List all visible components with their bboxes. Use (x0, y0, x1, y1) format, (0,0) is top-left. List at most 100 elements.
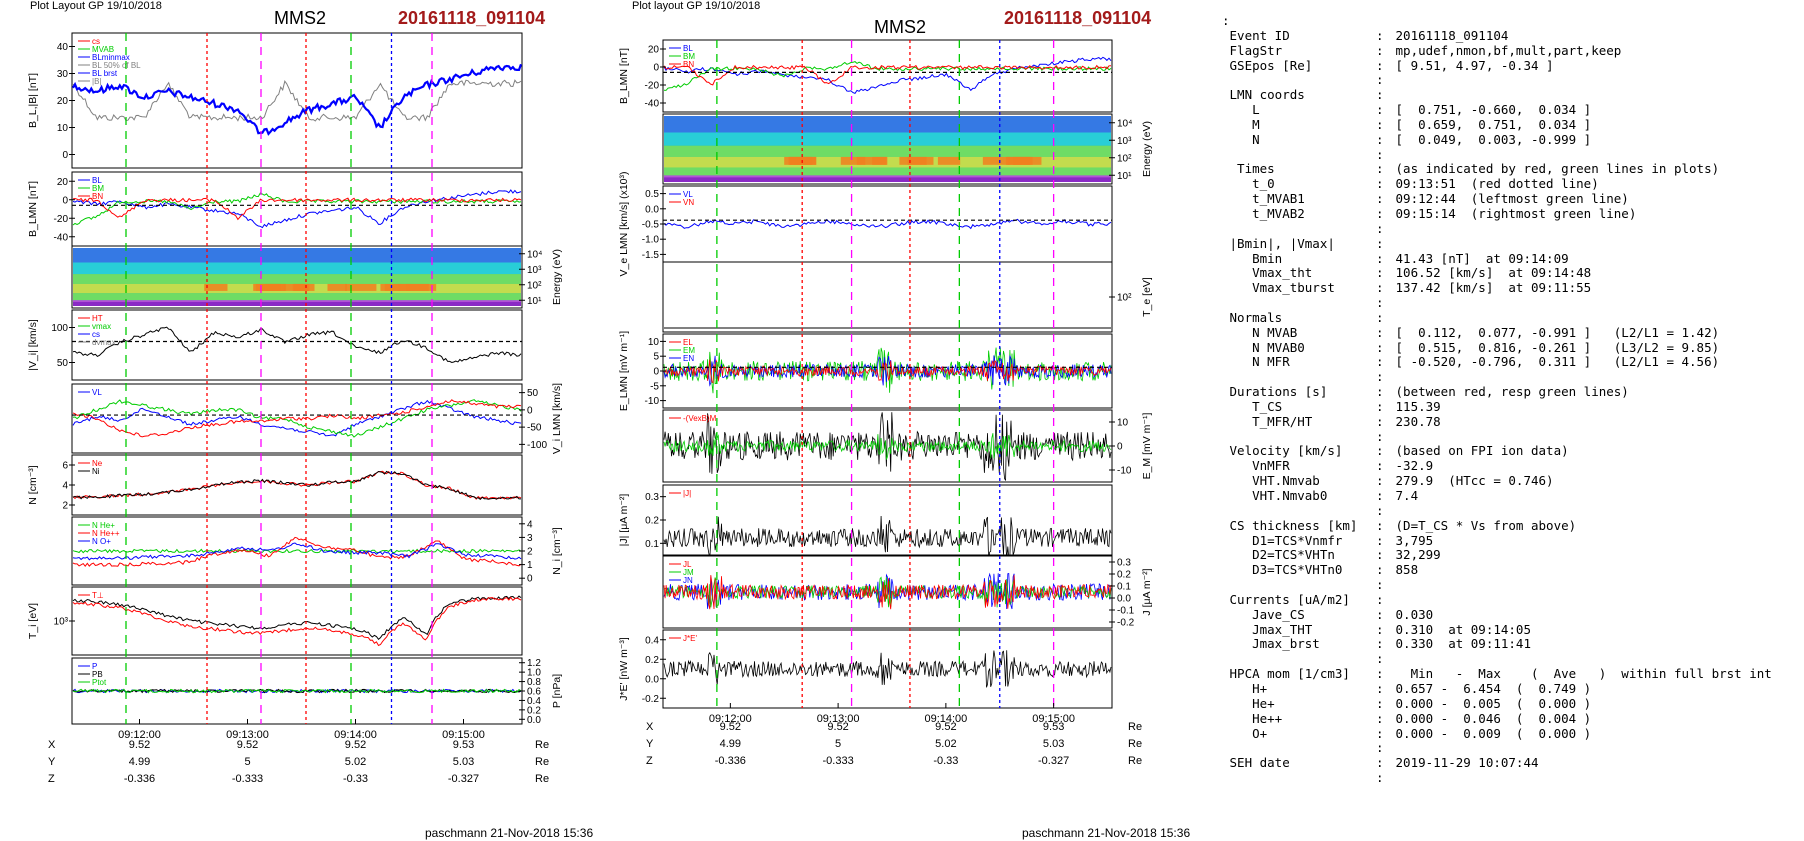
time-tick-label: 09:13:00 (226, 729, 269, 741)
legend-label: JM (683, 568, 694, 577)
legend-label: cs (92, 37, 100, 46)
ytick-label: 0.1 (1117, 582, 1131, 593)
summary-key: D1=TCS*Vnmfr (1222, 532, 1343, 548)
ytick-label: 10³ (1117, 136, 1132, 147)
summary-line: N MVAB0: [ 0.515, 0.816, -0.261 ] (L3/L2… (1222, 339, 1800, 356)
series-line-T (72, 596, 522, 647)
summary-colon: : (1376, 502, 1384, 518)
panel-ylabel: B_LMN [nT] (27, 181, 39, 237)
ytick-label: 10¹ (527, 296, 542, 307)
summary-colon: : (1376, 161, 1384, 177)
summary-value: [ 0.515, 0.816, -0.261 ] (L3/L2 = 9.85) (1388, 339, 1720, 355)
summary-key (1222, 148, 1376, 163)
summary-value (1388, 577, 1396, 592)
ytick-label: 2 (527, 547, 533, 558)
fig-right-spectrogram-hot (856, 156, 887, 165)
legend-label: BL brst (92, 69, 118, 78)
summary-line: : (1222, 295, 1800, 311)
summary-key: N MFR (1222, 354, 1290, 370)
summary-value: 0.000 - 0.046 ( 0.004 ) (1388, 710, 1592, 726)
series-line-VM (72, 399, 522, 438)
summary-value: 137.42 [km/s] at 09:11:55 (1388, 280, 1592, 296)
summary-value: 115.39 (1388, 398, 1441, 414)
ytick-label: 0.2 (645, 516, 659, 527)
time-tick-label: 09:14:00 (334, 729, 377, 741)
ytick-label: 10 (648, 337, 660, 348)
legend-label: J*E' (683, 634, 697, 643)
summary-key (1222, 578, 1376, 593)
summary-key: T_MFR/HT (1222, 413, 1313, 429)
summary-line: t_MVAB1: 09:12:44 (leftmost green line) (1222, 191, 1800, 207)
summary-key: SEH date (1222, 755, 1290, 771)
summary-key: D2=TCS*VHTn (1222, 547, 1335, 563)
summary-value: 858 (1388, 562, 1419, 578)
summary-key (1222, 741, 1376, 756)
summary-line: Jave_CS: 0.030 (1222, 607, 1800, 623)
summary-colon: : (1376, 131, 1384, 147)
summary-colon: : (1376, 621, 1384, 637)
summary-line: : (1222, 502, 1800, 519)
ytick-label: 0.0 (527, 715, 541, 726)
summary-value (1388, 770, 1396, 785)
panel-ylabel: E_M [mV m⁻¹] (1141, 413, 1153, 480)
summary-value: 20161118_091104 (1388, 27, 1509, 43)
legend-label: BL (92, 176, 102, 185)
series-line-BLbrst (72, 63, 523, 136)
trace-EL (663, 355, 1112, 387)
panel-ylabel: N_i [cm⁻³] (551, 527, 563, 575)
summary-key: N MVAB (1222, 324, 1298, 340)
time-tick-label: 09:13:00 (817, 713, 860, 725)
panel-frame (71, 171, 523, 247)
summary-value: 2019-11-29 10:07:44 (1388, 755, 1539, 771)
summary-key: FlagStr (1222, 42, 1283, 58)
ephemeris-unit: Re (1128, 721, 1142, 733)
summary-value: 0.310 at 09:14:05 (1388, 621, 1531, 637)
summary-key: GSEpos [Re] (1222, 57, 1313, 73)
series-line-Vi (72, 326, 522, 364)
summary-value: (based on FPI ion data) (1388, 443, 1569, 459)
summary-line: : (1222, 221, 1800, 237)
legend-label: PB (92, 670, 103, 679)
summary-key: VHT.Nmvab (1222, 473, 1320, 489)
fig-right-spectrogram-floor (664, 177, 1111, 182)
legend-label: BN (683, 60, 694, 69)
ephemeris-value: 9.52 (827, 721, 848, 733)
summary-key: D3=TCS*VHTn0 (1222, 562, 1343, 578)
summary-colon: : (1376, 87, 1384, 103)
summary-line: : (1222, 740, 1800, 756)
panel-frame (662, 185, 1113, 263)
summary-value (1388, 147, 1396, 162)
summary-colon: : (1376, 770, 1384, 786)
summary-line: D1=TCS*Vnmfr: 3,795 (1222, 532, 1800, 549)
summary-value: 3,795 (1388, 532, 1434, 548)
summary-colon: : (1376, 532, 1384, 548)
summary-colon: : (1376, 295, 1384, 311)
summary-value: 09:13:51 (red dotted line) (1388, 176, 1599, 192)
summary-colon: : (1376, 680, 1384, 696)
summary-colon: : (1376, 458, 1384, 474)
ytick-label: 50 (527, 388, 539, 399)
fig-right-spectrogram-band (664, 145, 1111, 157)
summary-line: Velocity [km/s]: (based on FPI ion data) (1222, 444, 1800, 459)
ephemeris-unit: Re (535, 773, 549, 785)
legend-label: BM (683, 52, 695, 61)
summary-colon: : (1376, 591, 1384, 607)
ytick-label: 0.5 (645, 189, 659, 200)
summary-value: 09:15:14 (rightmost green line) (1388, 205, 1637, 221)
summary-key: |Bmin|, |Vmax| (1222, 235, 1335, 251)
left-satellite-title: MMS2 (274, 8, 327, 28)
ytick-label: 4 (62, 481, 68, 492)
summary-value: Min - Max ( Ave ) within full brst int (1388, 666, 1772, 682)
series-line-BN (72, 197, 522, 221)
summary-colon: : (1376, 384, 1384, 400)
summary-value: 09:12:44 (leftmost green line) (1388, 191, 1629, 207)
summary-key: Durations [s] (1222, 384, 1328, 400)
ytick-label: 10 (1117, 418, 1129, 429)
summary-colon: : (1376, 116, 1384, 132)
ytick-label: -20 (54, 214, 69, 225)
legend-label: cs (92, 330, 100, 339)
ephemeris-value: -0.336 (715, 755, 746, 767)
summary-line: CS thickness [km]: (D=T_CS * Vs from abo… (1222, 518, 1800, 534)
summary-value: 0.000 - 0.005 ( 0.000 ) (1388, 695, 1592, 711)
